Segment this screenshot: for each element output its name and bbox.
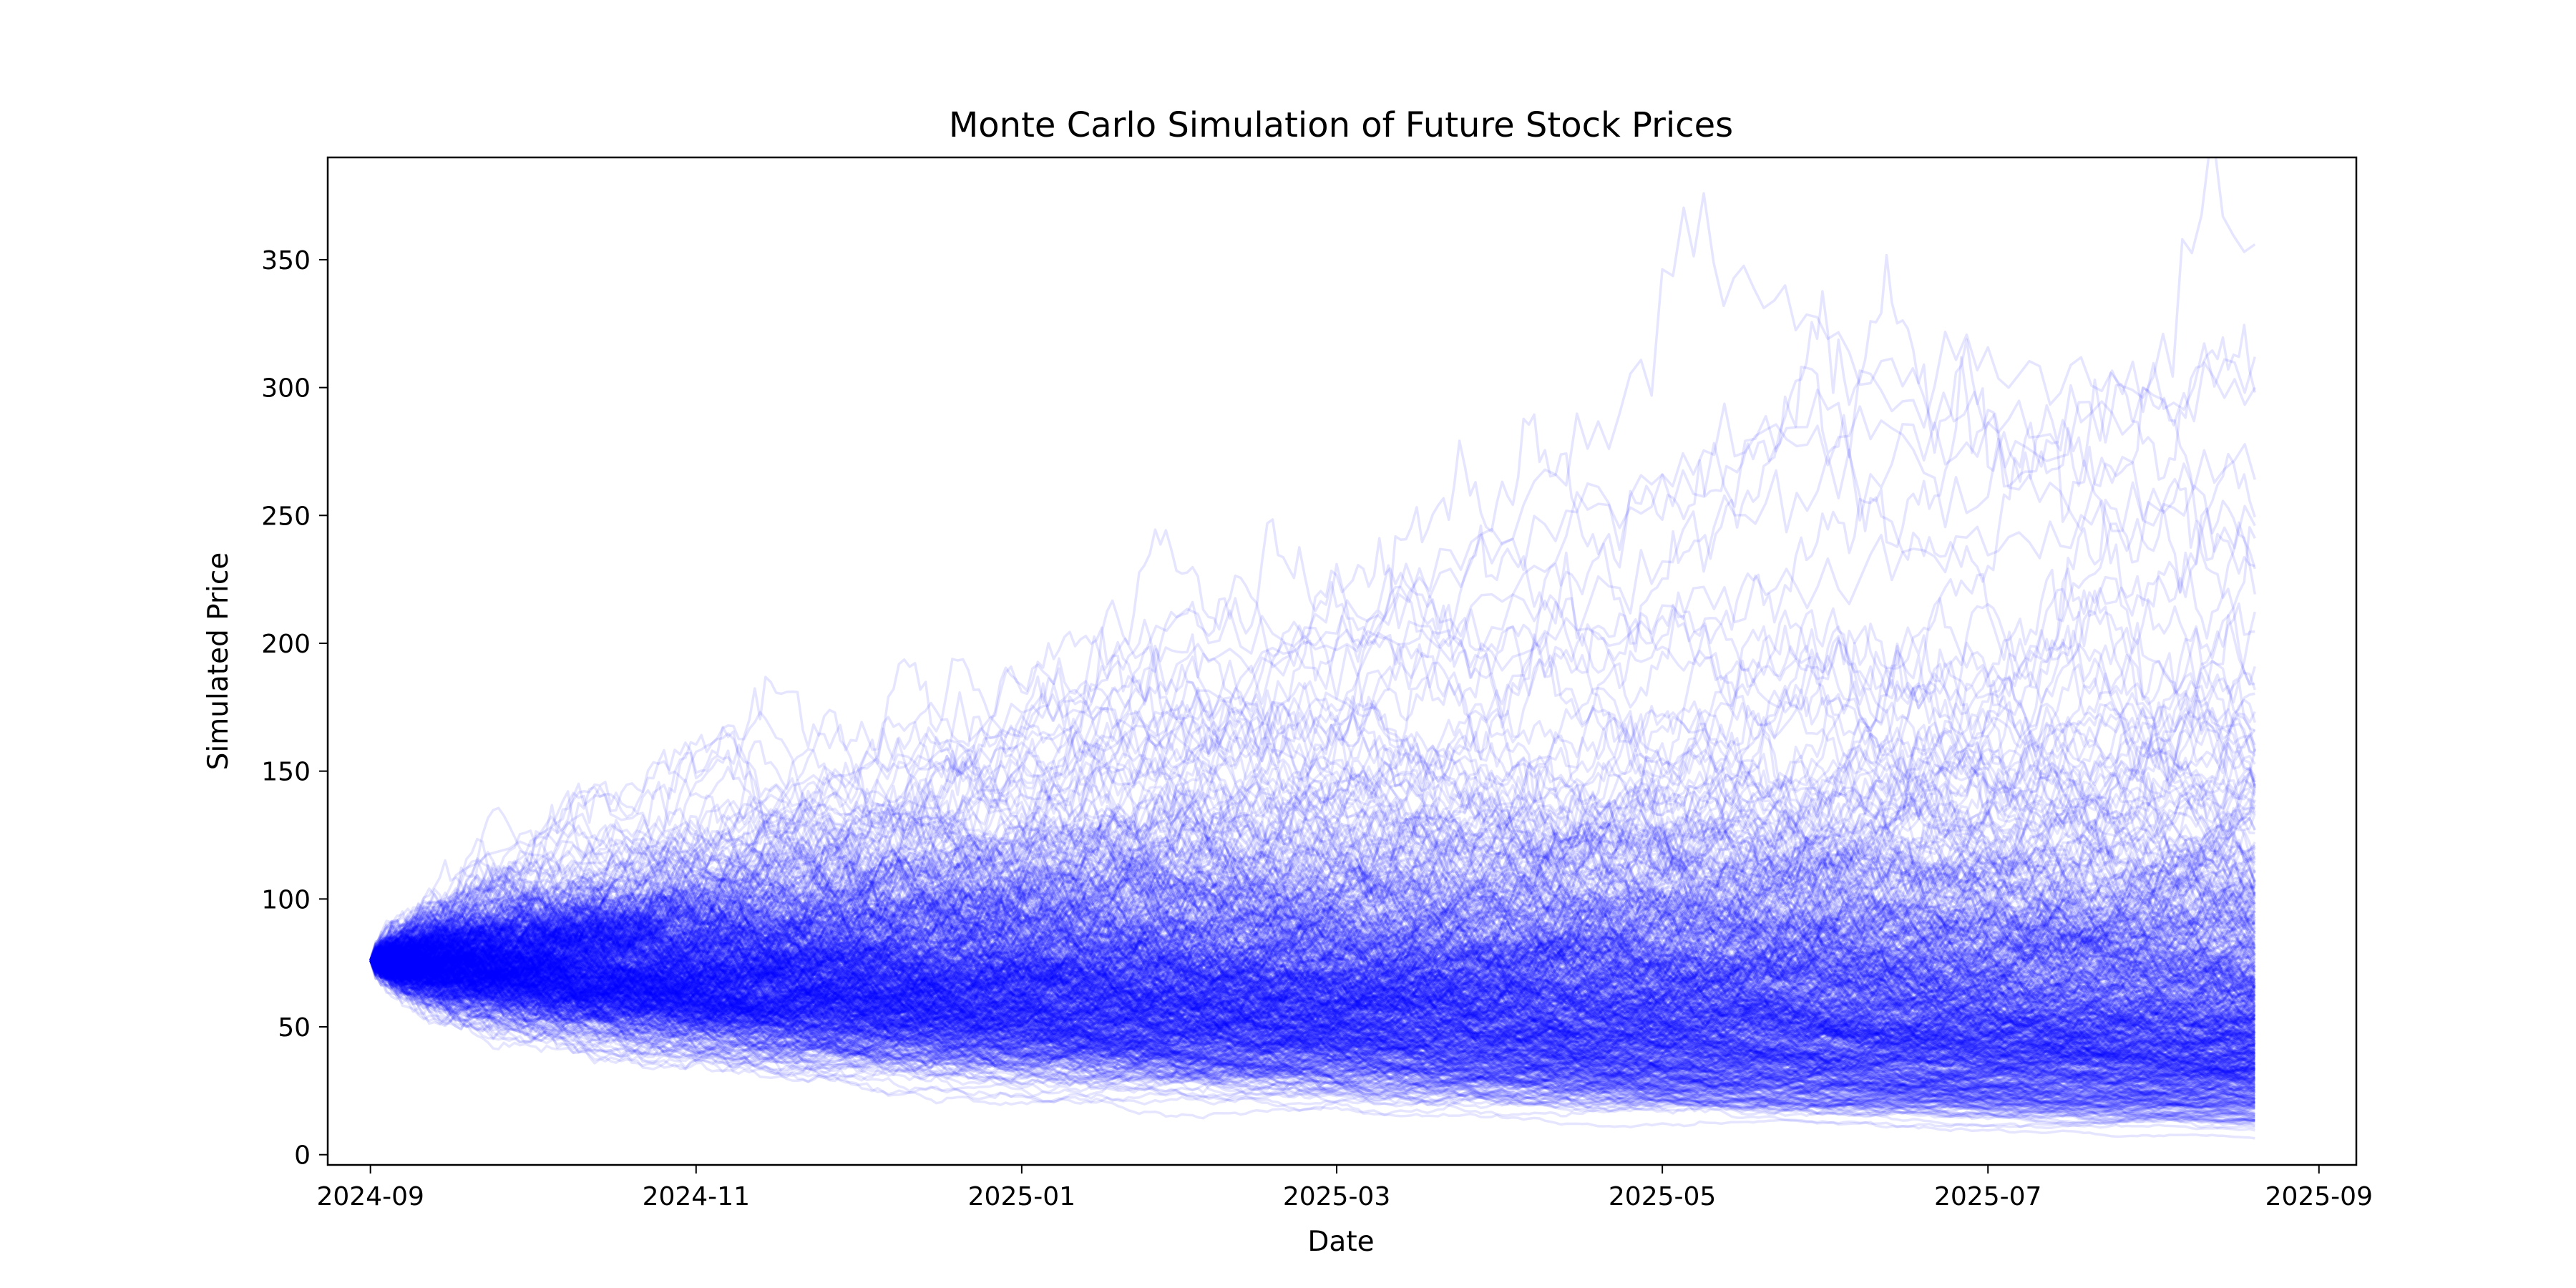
simulated-path [369,808,2256,1045]
x-tick-label: 2025-03 [1283,1182,1390,1211]
simulated-path [370,955,2256,1078]
simulated-path [369,792,2256,1010]
simulated-path [369,904,2255,1080]
y-tick-label: 300 [261,374,311,404]
simulated-path [369,867,2256,1030]
simulated-path [369,908,2256,1084]
simulated-path [369,625,2256,972]
simulated-path [370,937,2255,1084]
y-tick-label: 150 [261,758,311,787]
simulated-path [370,925,2256,1098]
simulated-path [370,853,2255,1098]
simulated-path [369,917,2256,1024]
x-tick-label: 2024-09 [316,1182,424,1211]
simulated-path [370,913,2255,1058]
simulated-path [369,879,2256,1025]
simulated-path [370,847,2256,994]
simulated-path [369,956,2256,1046]
y-tick-label: 250 [261,502,311,531]
simulated-path [369,881,2256,1078]
simulated-path [369,959,2255,1058]
simulated-path [369,876,2256,1024]
simulated-path [369,867,2256,1014]
simulated-path [369,937,2255,1099]
simulated-path [369,933,2255,1107]
x-axis-label: Date [1307,1226,1374,1258]
simulated-path [369,847,2256,1025]
simulated-path [369,945,2255,1111]
simulated-path [369,253,2256,967]
simulated-path [369,829,2256,997]
simulated-path [369,768,2256,1043]
simulated-path [369,947,2255,1080]
y-tick-label: 0 [294,1141,311,1171]
simulated-path [370,803,2256,968]
simulated-path [369,947,2256,1075]
simulated-path [370,937,2255,1087]
y-tick-label: 50 [278,1013,311,1043]
simulated-path [369,918,2256,1047]
simulated-path [369,748,2257,979]
simulated-path [369,916,2256,1059]
simulated-path [370,918,2256,1038]
simulated-path [369,877,2256,1023]
simulated-path [369,953,2256,1117]
simulated-path [370,947,2255,1087]
simulated-path [370,820,2256,988]
simulated-path [369,769,2256,1015]
simulated-path [369,841,2256,1014]
simulated-path [369,934,2255,1093]
simulated-path [369,811,2256,1005]
y-tick-label: 350 [261,246,311,275]
simulated-path [370,943,2255,1118]
simulated-path [369,801,2256,995]
simulated-path [369,956,2255,1091]
simulated-path [369,859,2255,1057]
simulated-path [369,955,2256,1058]
simulated-path [370,951,2255,1091]
chart-title: Monte Carlo Simulation of Future Stock P… [949,105,1733,145]
y-axis-label: Simulated Price [203,552,235,771]
simulated-path [369,947,2255,1080]
y-tick-label: 200 [261,630,311,659]
simulated-path [370,934,2256,1046]
simulated-path [369,959,2256,1087]
x-tick-label: 2024-11 [643,1182,750,1211]
simulated-path [369,893,2256,1045]
x-tick-label: 2025-05 [1609,1182,1716,1211]
simulated-path [370,923,2256,1076]
simulated-path [370,959,2255,1051]
simulated-path [370,959,2255,1101]
simulated-path [369,887,2256,990]
simulated-paths [369,157,2257,1140]
simulated-path [369,933,2256,1111]
simulated-path [369,924,2256,1106]
simulated-path [370,946,2255,1073]
simulated-path [369,690,2256,997]
simulated-path [369,710,2256,965]
simulated-path [369,955,2256,1083]
x-tick-label: 2025-07 [1934,1182,2041,1211]
simulated-path [369,919,2256,1116]
y-tick-label: 100 [261,885,311,914]
simulated-path [369,706,2256,1024]
x-tick-label: 2025-09 [2265,1182,2373,1211]
simulated-path [369,919,2255,1056]
simulated-path [369,960,2256,1035]
simulated-path [369,953,2255,1067]
simulated-path [369,856,2256,985]
simulated-path [369,926,2255,1078]
simulated-path [369,882,2256,1058]
simulated-path [369,959,2255,1083]
simulated-path [369,959,2255,1085]
x-tick-label: 2025-01 [968,1182,1075,1211]
simulated-path [369,801,2256,1017]
